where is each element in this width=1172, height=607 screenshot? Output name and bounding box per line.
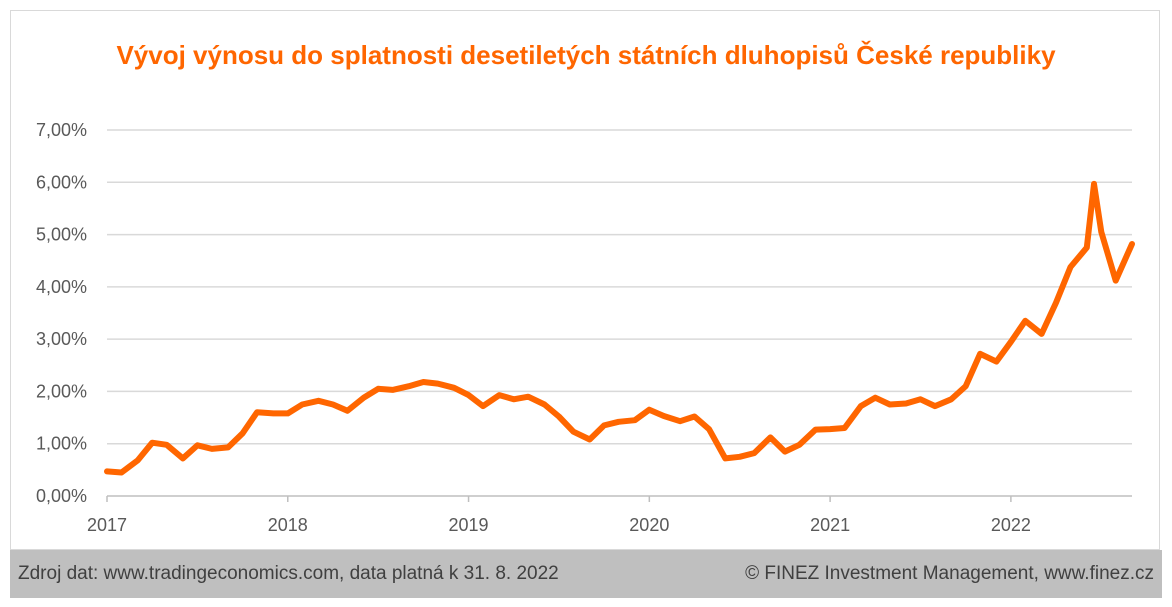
y-tick-label: 3,00% <box>36 329 87 349</box>
series-line <box>104 180 1135 476</box>
y-tick-label: 0,00% <box>36 486 87 506</box>
chart-title: Vývoj výnosu do splatnosti desetiletých … <box>116 40 1056 70</box>
y-tick-label: 6,00% <box>36 172 87 192</box>
x-tick-label: 2017 <box>87 515 127 535</box>
source-note: Zdroj dat: www.tradingeconomics.com, dat… <box>18 563 559 584</box>
copyright-note: © FINEZ Investment Management, www.finez… <box>745 563 1154 584</box>
y-tick-label: 1,00% <box>36 434 87 454</box>
x-tick-label: 2018 <box>268 515 308 535</box>
y-axis-ticks: 0,00% 1,00% 2,00% 3,00% 4,00% 5,00% 6,00% 7,00% <box>36 120 87 506</box>
x-tick-label: 2021 <box>810 515 850 535</box>
series-layer <box>104 180 1135 476</box>
footer-bar: Zdroj dat: www.tradingeconomics.com, dat… <box>10 550 1162 598</box>
x-tick-label: 2019 <box>449 515 489 535</box>
y-tick-label: 5,00% <box>36 225 87 245</box>
y-tick-label: 4,00% <box>36 277 87 297</box>
y-tick-label: 2,00% <box>36 381 87 401</box>
x-axis: 2017 2018 2019 2020 2021 2022 <box>87 495 1132 535</box>
line-chart: 0,00% 1,00% 2,00% 3,00% 4,00% 5,00% 6,00% 7,00%… <box>36 120 1135 535</box>
x-tick-label: 2022 <box>991 515 1031 535</box>
gridlines <box>107 129 1132 445</box>
chart-frame <box>10 10 1160 550</box>
x-tick-label: 2020 <box>629 515 669 535</box>
y-tick-label: 7,00% <box>36 120 87 140</box>
